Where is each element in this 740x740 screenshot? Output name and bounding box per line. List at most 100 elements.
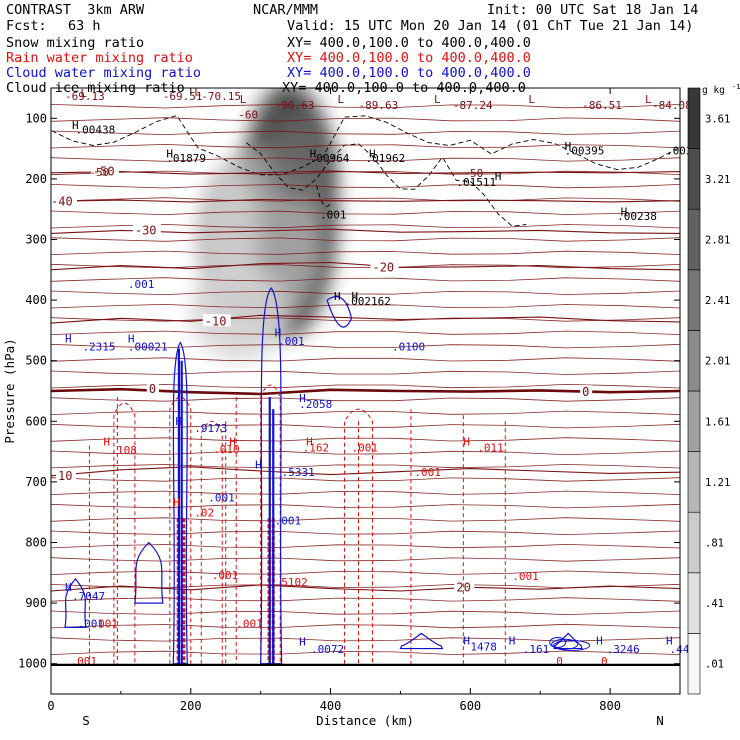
ice-contour	[246, 142, 527, 227]
isotherm-label-bg	[51, 194, 77, 207]
colorbar-segment	[687, 87, 701, 149]
contour-value-label: -50	[89, 166, 109, 179]
high-marker: H	[352, 290, 359, 303]
isotherm-label-bg	[202, 314, 231, 327]
isotherm-line	[51, 357, 680, 362]
isotherm-line	[51, 143, 680, 149]
valid-time: Valid: 15 UTC Mon 20 Jan 14 (01 ChT Tue …	[287, 18, 694, 34]
field-xy-cloud-water: XY= 400.0,100.0 to 400.0,400.0	[287, 65, 531, 81]
isotherm-line	[51, 263, 680, 269]
high-marker: H	[565, 140, 572, 153]
isotherm-line	[51, 423, 680, 429]
high-marker: H	[299, 392, 306, 405]
y-tick-label: 1000	[18, 657, 47, 671]
high-marker: H	[275, 326, 282, 339]
isotherm-line	[51, 277, 680, 282]
isotherm-line	[51, 104, 680, 109]
isotherm-line	[51, 130, 680, 136]
contour-value-label: -89.63	[359, 99, 399, 112]
isotherm-line	[51, 530, 680, 536]
rain-contour	[113, 402, 136, 664]
isotherm-line	[51, 157, 680, 162]
isotherm-line	[51, 250, 680, 255]
isotherm-label: 20	[456, 580, 470, 594]
axes: Distance (km) Pressure (hPa) S N 0 200 400…	[2, 87, 681, 728]
cloud-water-ring	[551, 638, 579, 650]
snow-shade-blob	[267, 118, 331, 204]
colorbar: .01 .41 .81 1.21 1.61 2.01 2.41 2.81 3.21 3.61 g k…	[687, 83, 740, 695]
y-tick-label: 900	[25, 596, 47, 610]
contour-value-label: .001	[352, 442, 379, 455]
rain-contour	[344, 408, 373, 664]
low-marker: L	[645, 93, 652, 106]
high-marker: H	[596, 634, 603, 647]
center-name: NCAR/MMM	[253, 2, 319, 18]
contour-value-label: .00238	[617, 210, 657, 223]
colorbar-label: 3.21	[705, 174, 730, 186]
high-marker: H	[175, 415, 182, 428]
cloud-water-contour	[326, 296, 353, 328]
contour-value-label: .9173	[194, 422, 227, 435]
isotherm-line	[51, 450, 680, 456]
y-tick-label: 700	[25, 475, 47, 489]
isotherm-line	[51, 343, 680, 349]
low-marker: L	[338, 93, 345, 106]
isotherm-label: -10	[205, 314, 227, 328]
isotherm-line	[51, 490, 680, 495]
high-marker: H	[509, 634, 516, 647]
field-label-snow: Snow mixing ratio	[6, 35, 145, 51]
isotherm-label: -20	[372, 260, 394, 274]
colorbar-label: .81	[705, 538, 724, 550]
contour-value-label: .01511	[456, 176, 496, 189]
temperature-isotherms: -50-40-30-20-100102000	[51, 104, 680, 655]
isotherm-line	[51, 437, 680, 442]
contour-value-label: .2058	[299, 398, 332, 411]
contour-value-label: .001	[320, 208, 347, 221]
high-marker: H	[173, 496, 180, 509]
model-title: CONTRAST 3km ARW	[6, 2, 145, 18]
high-marker: H	[72, 119, 79, 132]
contour-value-label: .001	[414, 466, 441, 479]
colorbar-segment	[687, 330, 701, 392]
x-tick-label: 400	[320, 699, 342, 713]
low-marker: L	[80, 87, 87, 100]
high-marker: H	[495, 170, 502, 183]
cloud-water-contour	[64, 577, 87, 628]
isotherm-10	[51, 466, 680, 477]
contour-value-label: .011	[477, 442, 504, 455]
contour-value-label: .001	[78, 617, 105, 630]
snow-shading	[190, 88, 338, 361]
field-label-rain: Rain water mixing ratio	[6, 50, 193, 66]
isotherm-line	[51, 637, 680, 642]
low-marker: L	[434, 93, 441, 106]
high-marker: H	[463, 436, 470, 449]
forecast-label: Fcst:	[6, 18, 47, 34]
isotherm-line	[51, 290, 680, 296]
contour-value-label: .010	[213, 443, 240, 456]
high-marker: H	[103, 436, 110, 449]
direction-south: S	[82, 713, 90, 728]
contour-value-label: .001	[278, 335, 305, 348]
contour-value-label: .001	[236, 617, 263, 630]
snow-shade-blob	[204, 172, 261, 295]
isotherm-label: -40	[51, 194, 73, 208]
y-tick-label: 300	[25, 233, 47, 247]
x-tick-label: 0	[47, 699, 54, 713]
x-tick-label: 600	[459, 699, 481, 713]
colorbar-segment	[687, 633, 701, 695]
isotherm-line	[51, 303, 680, 309]
colorbar-label: 2.01	[705, 356, 730, 368]
field-xy-rain: XY= 400.0,100.0 to 400.0,400.0	[287, 50, 531, 66]
isotherm-line	[51, 237, 680, 242]
high-marker: H	[621, 205, 628, 218]
colorbar-unit-exponent: -1	[732, 83, 740, 91]
zero-label: 0	[149, 382, 156, 396]
isotherm-label: 10	[58, 469, 72, 483]
zero-label-bg	[146, 382, 159, 395]
isotherm-line	[51, 397, 680, 402]
colorbar-segment	[687, 572, 701, 634]
isotherm-minus20	[51, 261, 680, 271]
colorbar-segment	[687, 390, 701, 452]
zero-label: 0	[582, 385, 589, 399]
contour-value-label: .01962	[366, 152, 406, 165]
